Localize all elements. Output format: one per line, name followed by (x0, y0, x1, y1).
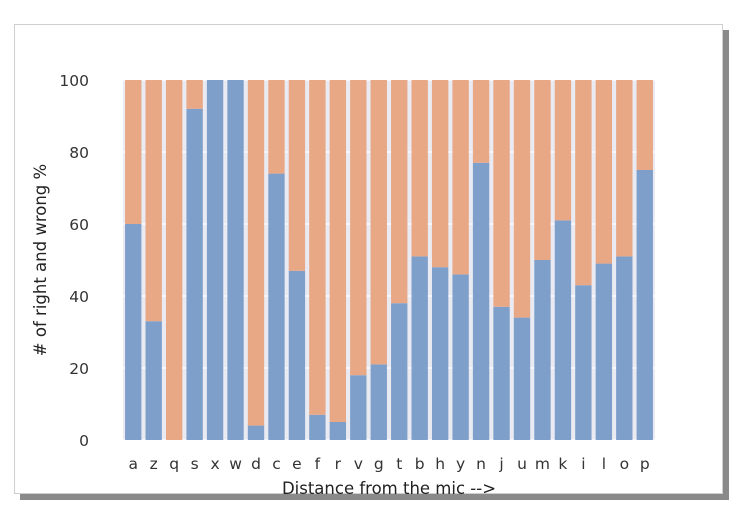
bar-s-series-1 (186, 108, 203, 441)
bar-d-series-2 (247, 80, 265, 426)
y-tick-labels: 0 20 40 60 80 100 (59, 72, 89, 450)
x-tick-label: p (640, 455, 650, 473)
bar-n-series-1 (472, 162, 490, 441)
x-tick-label: i (581, 455, 585, 473)
x-tick-label: n (476, 455, 486, 473)
bar-x-series-1 (206, 80, 224, 440)
bar-p-series-2 (636, 80, 653, 170)
x-tick-label: x (210, 455, 219, 473)
x-tick-label: b (415, 455, 425, 473)
y-tick-label: 20 (69, 360, 89, 378)
x-tick-label: k (558, 455, 567, 473)
bars (125, 80, 653, 441)
y-tick-label: 40 (69, 288, 89, 306)
bar-r-series-1 (329, 422, 347, 440)
bar-y-series-1 (452, 274, 469, 440)
bar-u-series-2 (513, 80, 531, 318)
y-axis-label: # of right and wrong % (31, 164, 50, 356)
x-tick-label: q (169, 455, 179, 473)
y-tick-label: 80 (69, 144, 89, 162)
bar-l-series-1 (595, 263, 613, 440)
bar-w-series-1 (227, 80, 244, 440)
y-tick-label: 100 (59, 72, 89, 90)
x-tick-label: l (602, 455, 606, 473)
x-tick-label: a (128, 455, 138, 473)
bar-k-series-2 (554, 80, 572, 221)
bar-l-series-2 (595, 80, 613, 264)
bar-z-series-1 (145, 321, 162, 440)
x-tick-label: f (315, 455, 321, 473)
x-tick-label: t (396, 455, 402, 473)
bar-k-series-1 (554, 220, 572, 440)
x-tick-label: w (229, 455, 242, 473)
bar-e-series-1 (288, 270, 306, 440)
x-tick-label: g (374, 455, 384, 473)
bar-i-series-2 (575, 80, 592, 286)
x-tick-label: z (150, 455, 158, 473)
x-tick-label: c (272, 455, 281, 473)
bar-y-series-2 (452, 80, 469, 275)
bar-g-series-2 (370, 80, 387, 365)
y-tick-label: 60 (69, 216, 89, 234)
bar-c-series-1 (268, 173, 285, 440)
bar-m-series-1 (534, 260, 551, 440)
bar-m-series-2 (534, 80, 551, 260)
bar-b-series-2 (411, 80, 428, 257)
bar-h-series-2 (431, 80, 449, 268)
bar-o-series-1 (616, 256, 633, 440)
bar-t-series-2 (391, 80, 408, 304)
bar-q-series-2 (165, 80, 183, 440)
x-tick-label: d (251, 455, 261, 473)
x-tick-label: s (191, 455, 199, 473)
bar-a-series-1 (125, 224, 142, 440)
bar-v-series-1 (350, 375, 367, 440)
bar-t-series-1 (391, 303, 408, 440)
bar-u-series-1 (513, 317, 531, 440)
x-tick-label: r (335, 455, 342, 473)
bar-n-series-2 (472, 80, 490, 163)
bar-j-series-2 (493, 80, 510, 307)
y-tick-label: 0 (79, 432, 89, 450)
x-tick-label: u (517, 455, 527, 473)
bar-d-series-1 (247, 425, 265, 440)
bar-g-series-1 (370, 364, 387, 440)
bar-v-series-2 (350, 80, 367, 376)
bar-p-series-1 (636, 170, 653, 440)
x-tick-label: m (535, 455, 550, 473)
x-tick-label: v (354, 455, 363, 473)
bar-a-series-2 (125, 80, 142, 224)
bar-i-series-1 (575, 285, 592, 440)
bar-s-series-2 (186, 80, 203, 109)
bar-c-series-2 (268, 80, 285, 174)
bar-b-series-1 (411, 256, 428, 440)
x-tick-label: j (498, 455, 503, 473)
bar-f-series-2 (309, 80, 326, 415)
x-tick-label: o (620, 455, 629, 473)
bar-h-series-1 (431, 267, 449, 440)
x-tick-label: e (292, 455, 302, 473)
bar-r-series-2 (329, 80, 347, 422)
bar-f-series-1 (309, 414, 326, 440)
x-tick-label: h (435, 455, 445, 473)
bar-e-series-2 (288, 80, 306, 271)
bar-j-series-1 (493, 306, 510, 440)
bar-z-series-2 (145, 80, 162, 322)
x-axis-label: Distance from the mic --> (282, 479, 496, 498)
x-tick-label: y (456, 455, 465, 473)
bar-o-series-2 (616, 80, 633, 257)
